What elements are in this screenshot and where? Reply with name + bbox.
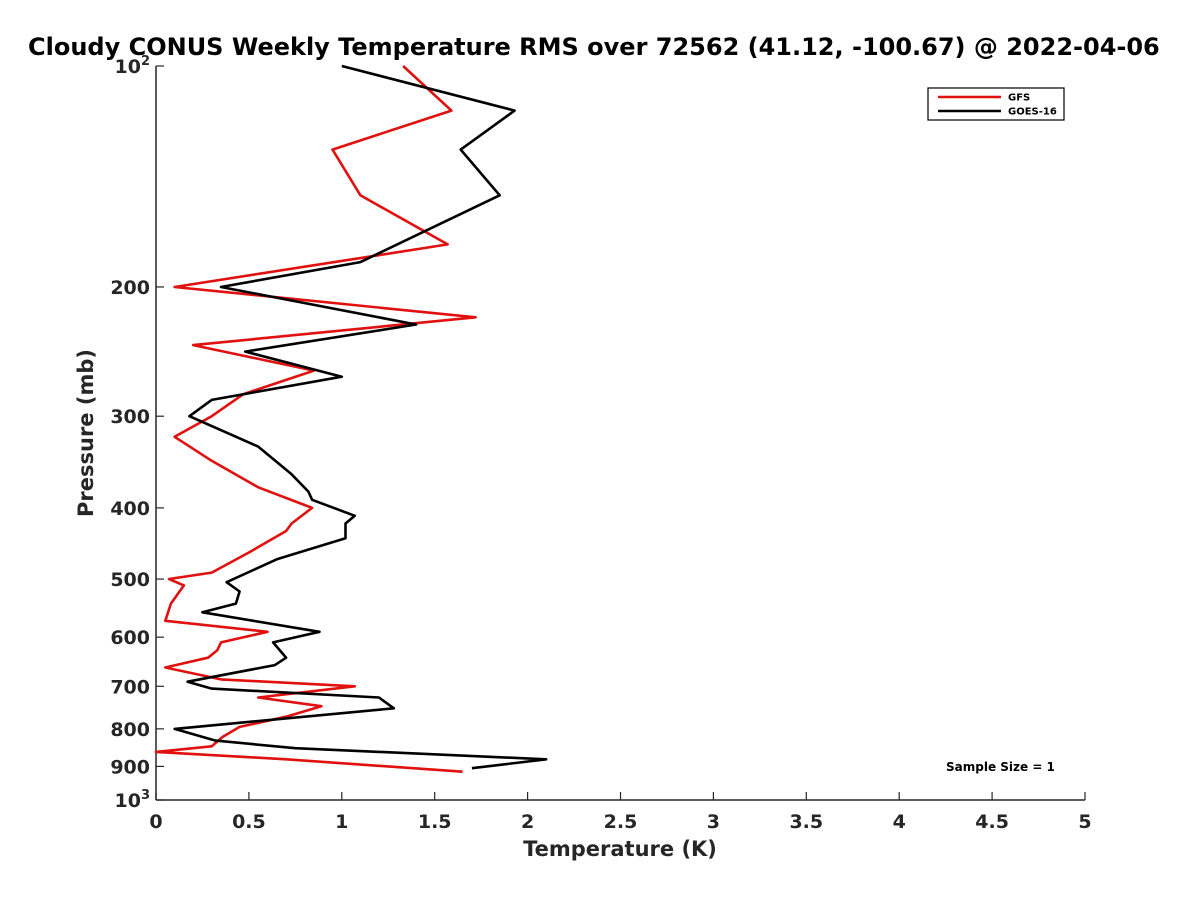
x-tick-label: 0 bbox=[149, 811, 162, 833]
series-line-goes-16 bbox=[173, 64, 548, 770]
x-tick-label: 2 bbox=[521, 811, 534, 833]
x-tick-label: 3 bbox=[707, 811, 720, 833]
x-tick-label: 3.5 bbox=[789, 811, 823, 833]
x-tick-label: 1 bbox=[335, 811, 348, 833]
x-axis-label: Temperature (K) bbox=[523, 837, 717, 861]
y-tick-label: 103 bbox=[115, 788, 151, 812]
axes: 0 0.5 1 1.5 2 2.5 3 3.5 4 4.5 5 102 200 300 400 500 600 7… bbox=[110, 54, 1091, 833]
chart-title: Cloudy CONUS Weekly Temperature RMS over… bbox=[28, 33, 1160, 61]
legend: GFS GOES-16 bbox=[927, 87, 1065, 121]
x-tick-label: 5 bbox=[1078, 811, 1091, 833]
y-tick-label: 400 bbox=[110, 498, 150, 520]
series-layer bbox=[154, 64, 548, 773]
legend-box bbox=[927, 87, 1065, 121]
y-tick-label: 200 bbox=[110, 277, 150, 299]
x-tick-label: 1.5 bbox=[418, 811, 452, 833]
y-tick-label: 600 bbox=[110, 627, 150, 649]
x-tick-label: 2.5 bbox=[604, 811, 638, 833]
x-tick-label: 0.5 bbox=[232, 811, 266, 833]
y-tick-label: 500 bbox=[110, 569, 150, 591]
y-tick-label: 900 bbox=[110, 756, 150, 778]
series-line-gfs bbox=[154, 65, 477, 773]
sample-size-annotation: Sample Size = 1 bbox=[946, 760, 1055, 774]
y-axis-label: Pressure (mb) bbox=[74, 349, 98, 517]
y-tick-label: 800 bbox=[110, 719, 150, 741]
x-tick-label: 4 bbox=[893, 811, 906, 833]
legend-label: GFS bbox=[1008, 93, 1030, 104]
y-tick-label: 700 bbox=[110, 676, 150, 698]
legend-label: GOES-16 bbox=[1008, 107, 1057, 118]
y-tick-label: 102 bbox=[115, 54, 151, 78]
x-tick-label: 4.5 bbox=[975, 811, 1009, 833]
y-tick-label: 300 bbox=[110, 406, 150, 428]
